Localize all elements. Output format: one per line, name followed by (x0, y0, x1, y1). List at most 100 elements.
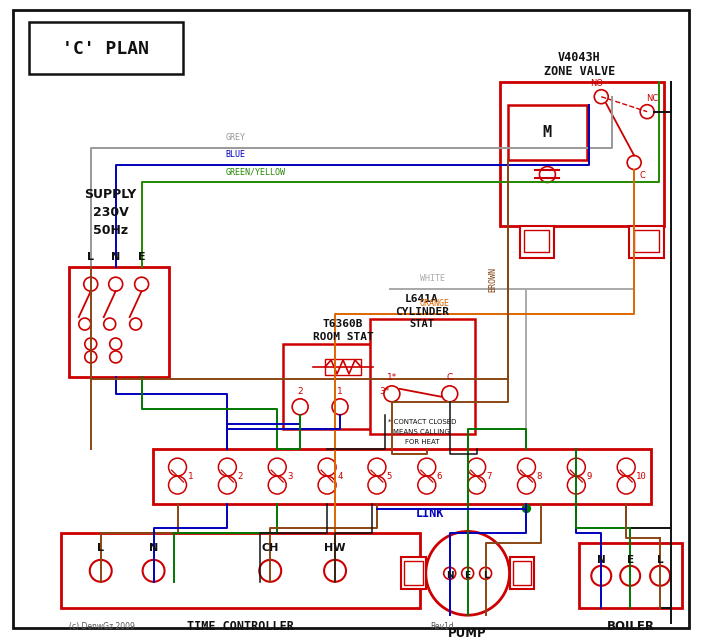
Bar (283, 344, 403, 429)
Text: T6360B: T6360B (323, 319, 363, 329)
Circle shape (130, 318, 142, 330)
Text: 50Hz: 50Hz (93, 224, 128, 237)
Text: C: C (446, 373, 453, 382)
Circle shape (90, 560, 112, 582)
Bar (629, 226, 664, 258)
Text: 4: 4 (337, 472, 343, 481)
Circle shape (444, 567, 456, 579)
Circle shape (324, 560, 346, 582)
Circle shape (539, 167, 555, 183)
Circle shape (268, 476, 286, 494)
Circle shape (104, 318, 116, 330)
Circle shape (567, 458, 585, 476)
Text: CYLINDER: CYLINDER (395, 307, 449, 317)
Circle shape (110, 338, 121, 350)
Circle shape (79, 318, 91, 330)
Circle shape (377, 399, 393, 415)
Text: NO: NO (590, 79, 603, 88)
Text: 1*: 1* (387, 373, 397, 382)
Text: HW: HW (324, 544, 346, 553)
Circle shape (517, 476, 536, 494)
Circle shape (418, 476, 436, 494)
Circle shape (218, 458, 237, 476)
Text: 1: 1 (187, 472, 193, 481)
Text: BROWN: BROWN (489, 267, 498, 292)
Circle shape (595, 90, 608, 104)
Circle shape (442, 386, 458, 402)
Circle shape (468, 476, 486, 494)
Circle shape (143, 560, 164, 582)
Bar (29, 22, 183, 74)
Circle shape (218, 476, 237, 494)
Circle shape (85, 338, 97, 350)
Text: BOILER: BOILER (607, 620, 655, 633)
Circle shape (517, 458, 536, 476)
Text: SUPPLY: SUPPLY (84, 188, 137, 201)
Circle shape (384, 386, 400, 402)
Text: GREY: GREY (225, 133, 246, 142)
Text: L: L (98, 544, 104, 553)
Bar (370, 319, 475, 434)
Circle shape (650, 566, 670, 586)
Text: ROOM STAT: ROOM STAT (312, 332, 373, 342)
Text: 230V: 230V (93, 206, 128, 219)
Text: LINK: LINK (416, 507, 444, 520)
Text: 8: 8 (536, 472, 542, 481)
Text: BLUE: BLUE (225, 149, 246, 158)
Text: Rev1d: Rev1d (430, 622, 453, 631)
Circle shape (418, 458, 436, 476)
Circle shape (110, 351, 121, 363)
Text: M: M (543, 125, 552, 140)
Circle shape (368, 458, 386, 476)
Bar (508, 104, 588, 160)
Text: 10: 10 (636, 472, 647, 481)
Text: 2: 2 (237, 472, 243, 481)
Text: PUMP: PUMP (449, 627, 487, 640)
Text: * CONTACT CLOSED: * CONTACT CLOSED (388, 419, 456, 425)
Text: 'C' PLAN: 'C' PLAN (62, 40, 150, 58)
Circle shape (84, 277, 98, 291)
Text: MEANS CALLING: MEANS CALLING (393, 429, 450, 435)
Text: 7: 7 (486, 472, 492, 481)
Text: TIME CONTROLLER: TIME CONTROLLER (187, 620, 293, 633)
Text: E: E (627, 555, 634, 565)
Text: GREEN/YELLOW: GREEN/YELLOW (225, 167, 286, 176)
Text: STAT: STAT (409, 319, 435, 329)
Circle shape (627, 156, 641, 169)
Bar (69, 267, 168, 377)
Text: 3: 3 (287, 472, 293, 481)
Text: N: N (446, 570, 453, 580)
Text: L: L (483, 570, 489, 580)
Text: ORANGE: ORANGE (420, 299, 450, 308)
Bar (500, 82, 664, 226)
Text: E: E (138, 253, 145, 262)
Text: WHITE: WHITE (420, 274, 445, 283)
Bar (579, 544, 682, 608)
Circle shape (617, 476, 635, 494)
Circle shape (85, 351, 97, 363)
Bar (510, 558, 534, 589)
Bar (519, 226, 555, 258)
Text: 5: 5 (387, 472, 392, 481)
Circle shape (259, 560, 282, 582)
Text: E: E (465, 570, 471, 580)
Bar (524, 230, 550, 253)
Text: V4043H: V4043H (558, 51, 601, 64)
Text: NC: NC (646, 94, 658, 103)
Text: L641A: L641A (405, 294, 439, 304)
Text: CH: CH (262, 544, 279, 553)
Circle shape (479, 567, 491, 579)
Text: 9: 9 (586, 472, 592, 481)
Text: FOR HEAT: FOR HEAT (404, 438, 439, 445)
Bar (512, 562, 531, 585)
Circle shape (468, 458, 486, 476)
Bar (401, 558, 426, 589)
Circle shape (368, 476, 386, 494)
Text: N: N (149, 544, 158, 553)
Circle shape (318, 458, 336, 476)
Text: 1: 1 (337, 387, 343, 396)
Text: N: N (597, 555, 606, 565)
Text: C: C (640, 171, 645, 180)
Circle shape (617, 458, 635, 476)
Circle shape (292, 399, 308, 415)
